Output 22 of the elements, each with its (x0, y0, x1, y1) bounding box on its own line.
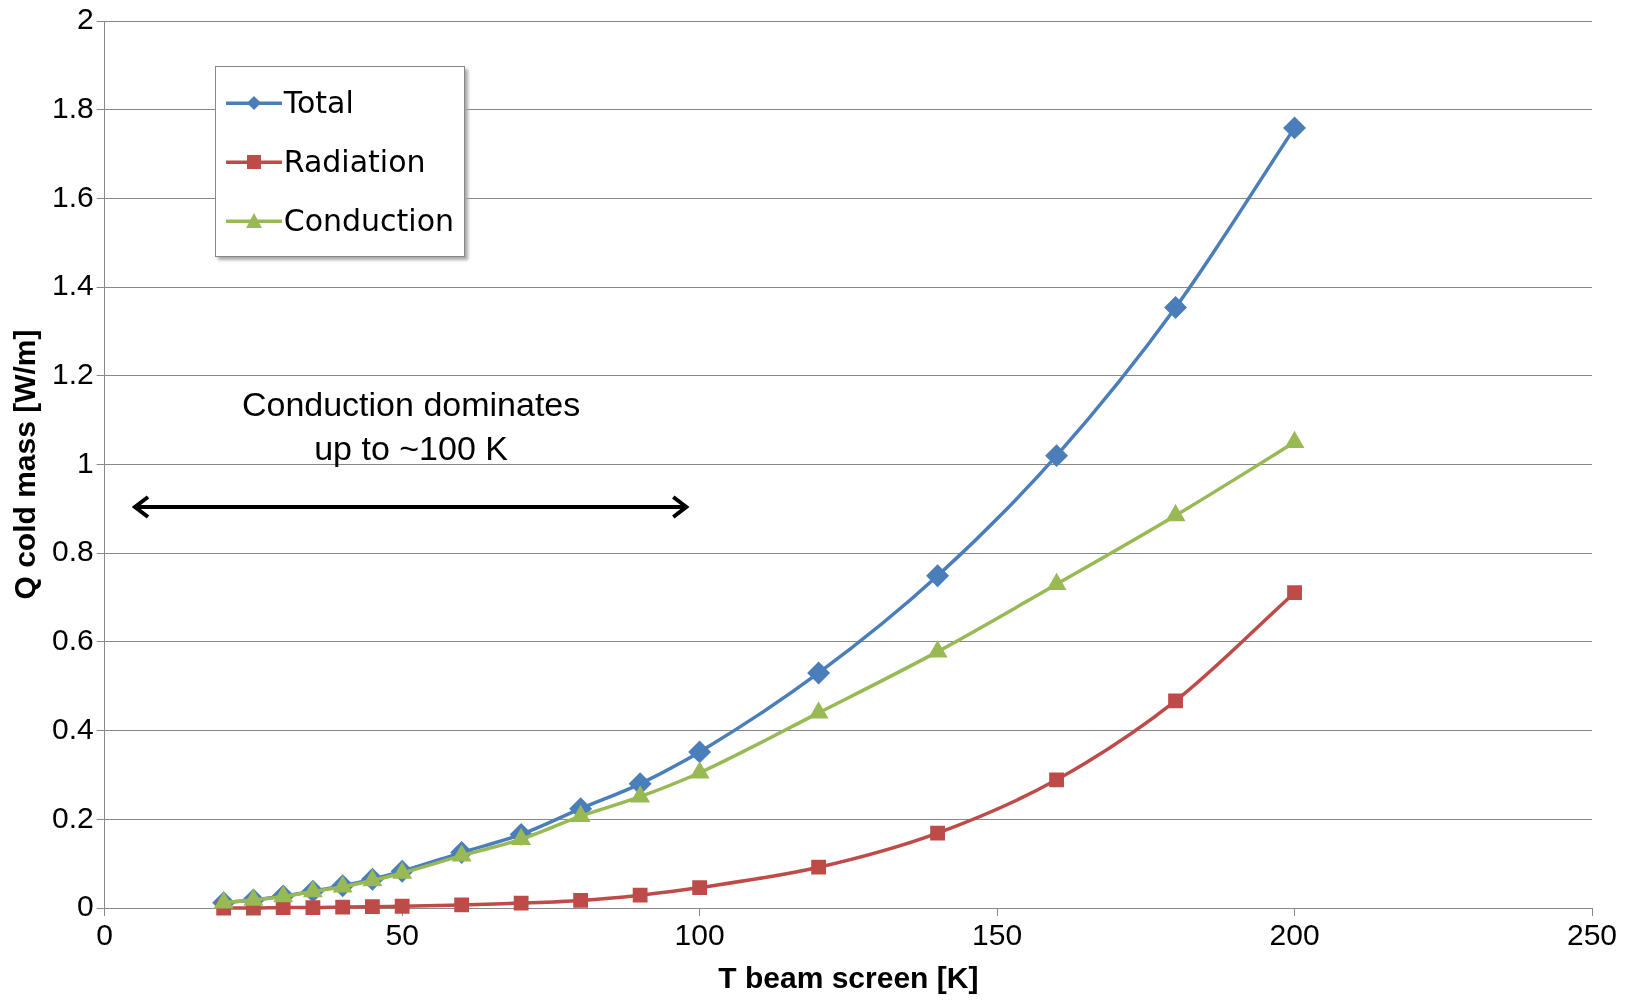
y-axis-title: Q cold mass [W/m] (8, 329, 42, 600)
y-tick-label: 0.2 (51, 800, 94, 834)
legend-label: Radiation (283, 144, 426, 179)
y-tick-label: 0.4 (51, 711, 94, 745)
x-axis-title: T beam screen [K] (718, 961, 979, 995)
annotation: Conduction dominates up to ~100 K (241, 384, 581, 467)
x-tick-label: 250 (1566, 918, 1618, 952)
y-tick-label: 1.2 (51, 357, 94, 391)
legend-label: Conduction (283, 203, 455, 238)
y-tick-label: 0.6 (51, 623, 94, 657)
x-tick-label: 200 (1269, 918, 1320, 952)
x-tick-label: 50 (385, 918, 419, 952)
legend-label: Total (283, 85, 354, 120)
x-tick-label: 100 (674, 918, 725, 952)
y-tick-label: 1 (77, 445, 94, 479)
x-tick-label: 150 (972, 918, 1023, 952)
y-tick-label: 0.8 (51, 534, 94, 568)
y-tick-label: 1.4 (51, 268, 94, 302)
y-tick-label: 1.8 (51, 90, 94, 124)
y-tick-label: 0 (77, 889, 94, 923)
y-tick-label: 2 (77, 2, 94, 36)
y-tick-label: 1.6 (51, 179, 94, 213)
